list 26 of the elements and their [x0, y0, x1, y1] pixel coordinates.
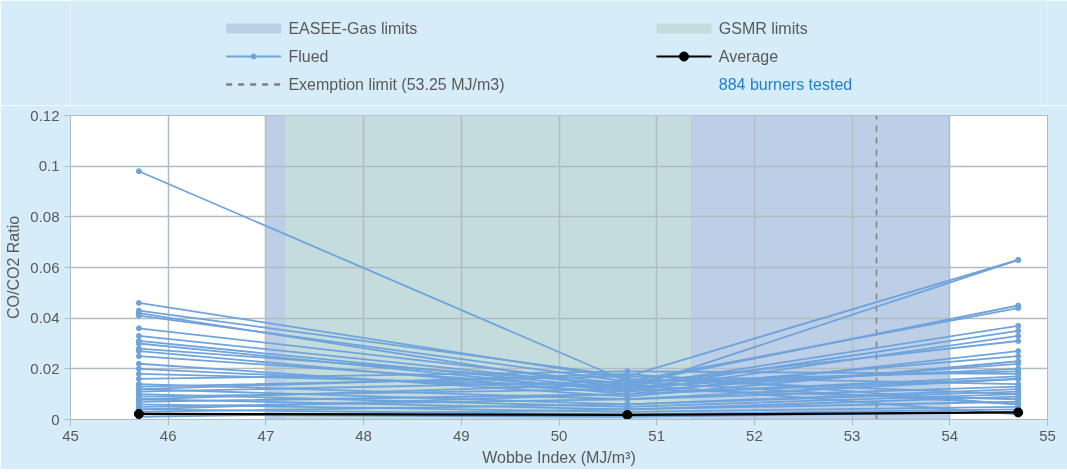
x-axis-title: Wobbe Index (MJ/m³) — [482, 448, 636, 466]
legend-label: Average — [718, 48, 779, 65]
x-tick-label: 45 — [62, 426, 79, 444]
x-tick-label: 50 — [550, 426, 568, 444]
x-tick-label: 55 — [1039, 426, 1056, 444]
legend-label: GSMR limits — [718, 20, 808, 37]
y-axis-title: CO/CO2 Ratio — [5, 215, 23, 320]
x-tick-label: 46 — [159, 426, 177, 444]
y-tick-label: 0 — [51, 410, 60, 428]
legend-label: Exemption limit (53.25 MJ/m3) — [288, 76, 505, 93]
text: 884 burners tested — [718, 76, 853, 93]
legend-label: Flued — [288, 48, 329, 65]
y-tick-label: 0.06 — [30, 258, 60, 276]
y-tick-label: 0.12 — [30, 106, 60, 124]
y-tick-label: 0.02 — [30, 359, 60, 377]
x-tick-label: 47 — [257, 426, 275, 444]
x-tick-label: 49 — [452, 426, 470, 444]
y-tick-label: 0.08 — [30, 207, 60, 225]
y-tick-label: 0.04 — [30, 309, 60, 327]
y-tick-label: 0.1 — [38, 157, 60, 175]
x-tick-label: 51 — [648, 426, 666, 444]
x-tick-label: 48 — [355, 426, 372, 444]
x-tick-label: 53 — [843, 426, 861, 444]
legend-label: EASEE-Gas limits — [288, 20, 418, 37]
x-tick-label: 52 — [746, 426, 763, 444]
x-tick-label: 54 — [941, 426, 959, 444]
